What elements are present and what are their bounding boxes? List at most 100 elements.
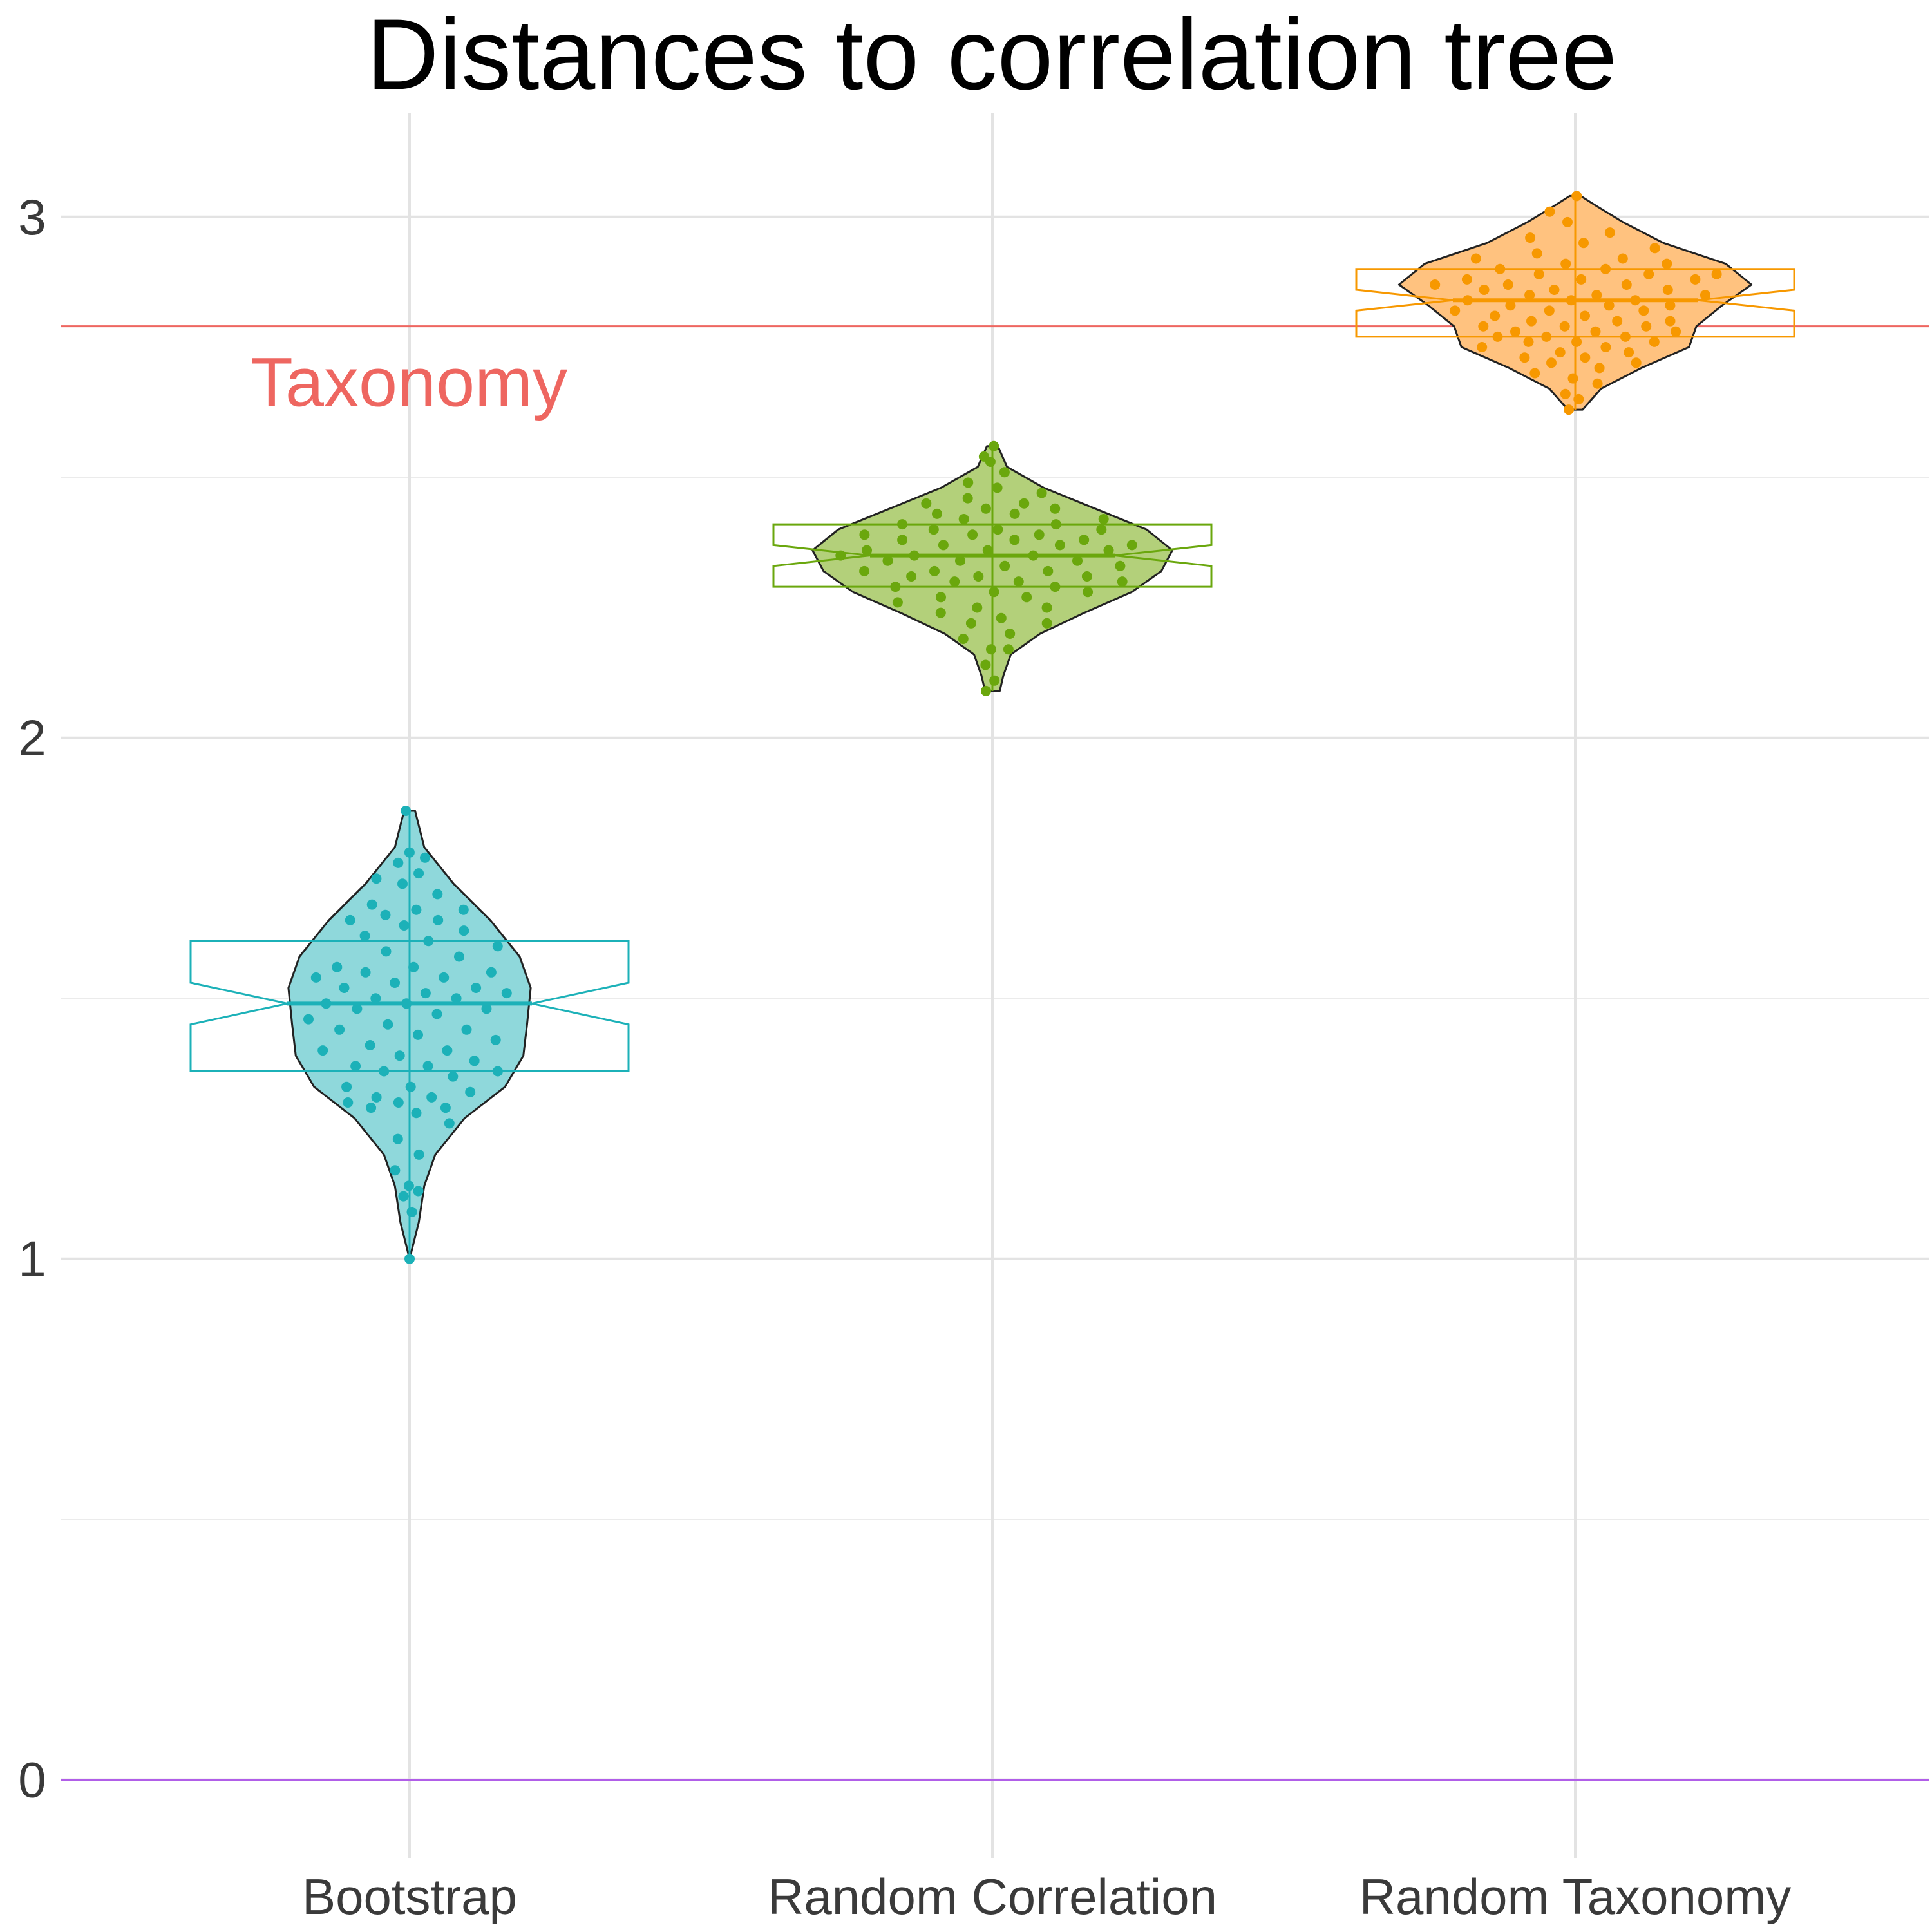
data-point <box>1461 274 1472 285</box>
data-point <box>413 868 424 879</box>
data-point <box>442 1045 453 1056</box>
data-point <box>365 1040 375 1050</box>
data-point <box>999 560 1010 571</box>
data-point <box>1562 216 1573 227</box>
data-point <box>1594 363 1605 374</box>
data-point <box>980 503 991 514</box>
data-point <box>1571 336 1582 347</box>
data-point <box>955 555 965 566</box>
data-point <box>390 1165 401 1176</box>
data-point <box>1072 555 1083 566</box>
data-point <box>1478 321 1489 332</box>
data-point <box>321 998 332 1009</box>
data-point <box>897 519 908 530</box>
data-point <box>1531 248 1542 259</box>
data-point <box>1526 316 1537 327</box>
data-point <box>420 988 431 999</box>
data-point <box>398 1191 409 1202</box>
data-point <box>973 571 984 582</box>
data-point <box>352 1003 363 1014</box>
data-point <box>458 904 469 915</box>
data-point <box>932 508 942 519</box>
data-point <box>1490 310 1501 321</box>
data-point <box>1624 347 1634 358</box>
x-tick-label: Random Taxonomy <box>1359 1868 1792 1925</box>
data-point <box>1621 279 1632 290</box>
data-point <box>1098 514 1109 524</box>
data-point <box>422 1061 433 1072</box>
data-point <box>339 983 350 993</box>
data-point <box>1005 629 1016 639</box>
data-point <box>1036 488 1047 498</box>
data-point <box>1600 263 1611 274</box>
data-point <box>1430 279 1441 290</box>
data-point <box>1115 560 1126 571</box>
data-point <box>1544 206 1555 217</box>
y-tick-label: 3 <box>18 189 46 245</box>
data-point <box>980 659 991 670</box>
data-point <box>405 1081 416 1092</box>
data-point <box>1580 310 1590 321</box>
data-point <box>469 1056 480 1066</box>
data-point <box>1523 336 1534 347</box>
data-point <box>949 576 960 587</box>
data-point <box>413 1149 424 1160</box>
data-point <box>965 618 976 629</box>
data-point <box>332 961 343 972</box>
data-point <box>989 675 1000 686</box>
data-point <box>408 961 419 972</box>
data-point <box>1081 571 1092 582</box>
data-point <box>1567 373 1578 384</box>
data-point <box>1533 269 1544 279</box>
data-point <box>413 1029 423 1040</box>
data-point <box>381 946 392 957</box>
data-point <box>928 524 939 535</box>
data-point <box>439 972 450 983</box>
data-point <box>906 571 917 582</box>
data-point <box>1662 285 1673 295</box>
data-point <box>1700 290 1710 301</box>
data-point <box>1604 227 1615 238</box>
data-point <box>1604 300 1615 311</box>
data-point <box>366 899 377 910</box>
data-point <box>921 498 932 509</box>
data-point <box>1003 644 1014 655</box>
data-point <box>1566 295 1577 306</box>
data-point <box>972 602 983 613</box>
data-point <box>1662 258 1672 269</box>
data-point <box>1549 285 1560 295</box>
data-point <box>1631 357 1642 368</box>
y-axis-ticks: 0 1 2 3 <box>18 189 46 1808</box>
data-point <box>1126 540 1137 551</box>
data-point <box>481 1003 492 1014</box>
data-point <box>1083 587 1094 598</box>
data-point <box>370 993 381 1004</box>
data-point <box>909 550 920 561</box>
violin-series <box>189 191 1795 1264</box>
data-point <box>935 607 946 618</box>
data-point <box>1050 503 1061 514</box>
data-point <box>444 1118 455 1129</box>
data-point <box>465 1086 476 1097</box>
data-point <box>420 852 430 863</box>
data-point <box>992 524 1003 535</box>
data-point <box>397 878 408 889</box>
data-point <box>1541 331 1552 342</box>
data-point <box>1546 357 1557 368</box>
data-point <box>393 1097 404 1108</box>
violin-group <box>1355 191 1795 415</box>
data-point <box>1477 342 1488 352</box>
x-tick-label: Bootstrap <box>302 1868 517 1925</box>
x-tick-label: Random Correlation <box>768 1868 1217 1925</box>
data-point <box>882 555 893 566</box>
data-point <box>392 1133 403 1144</box>
data-point <box>448 1071 459 1082</box>
data-point <box>1041 618 1052 629</box>
data-point <box>1021 592 1032 603</box>
data-point <box>1600 342 1611 352</box>
data-point <box>317 1045 328 1056</box>
data-point <box>890 582 901 592</box>
data-point <box>1578 238 1589 249</box>
data-point <box>1559 321 1570 332</box>
data-point <box>490 1034 501 1045</box>
